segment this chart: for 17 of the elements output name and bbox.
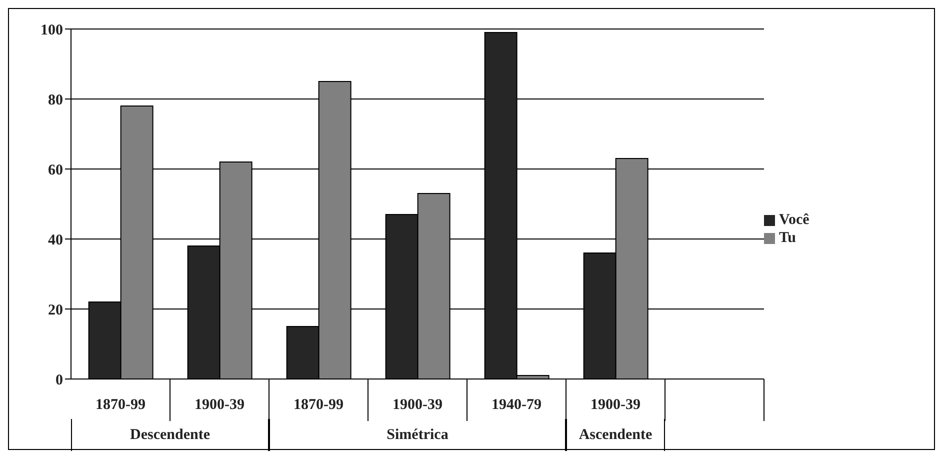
legend-label: Você xyxy=(779,212,810,228)
y-tick-label: 40 xyxy=(48,232,63,248)
y-tick-label: 80 xyxy=(48,92,63,108)
x-tick-label: 1900-39 xyxy=(194,397,244,413)
x-tick-label: 1870-99 xyxy=(96,397,146,413)
x-tick-label: 1900-39 xyxy=(392,397,442,413)
legend-label: Tu xyxy=(779,230,796,246)
y-tick-label: 20 xyxy=(48,302,63,318)
text: Ascendente xyxy=(566,419,665,451)
text: Descendente xyxy=(71,419,269,451)
y-tick-label: 100 xyxy=(40,22,63,38)
text: Simétrica xyxy=(269,419,566,451)
x-tick-label: 1870-99 xyxy=(294,397,344,413)
y-tick-label: 60 xyxy=(48,162,63,178)
x-tick-label: 1900-39 xyxy=(590,397,640,413)
y-tick-label: 0 xyxy=(56,372,63,388)
x-tick-label: 1940-79 xyxy=(492,397,542,413)
